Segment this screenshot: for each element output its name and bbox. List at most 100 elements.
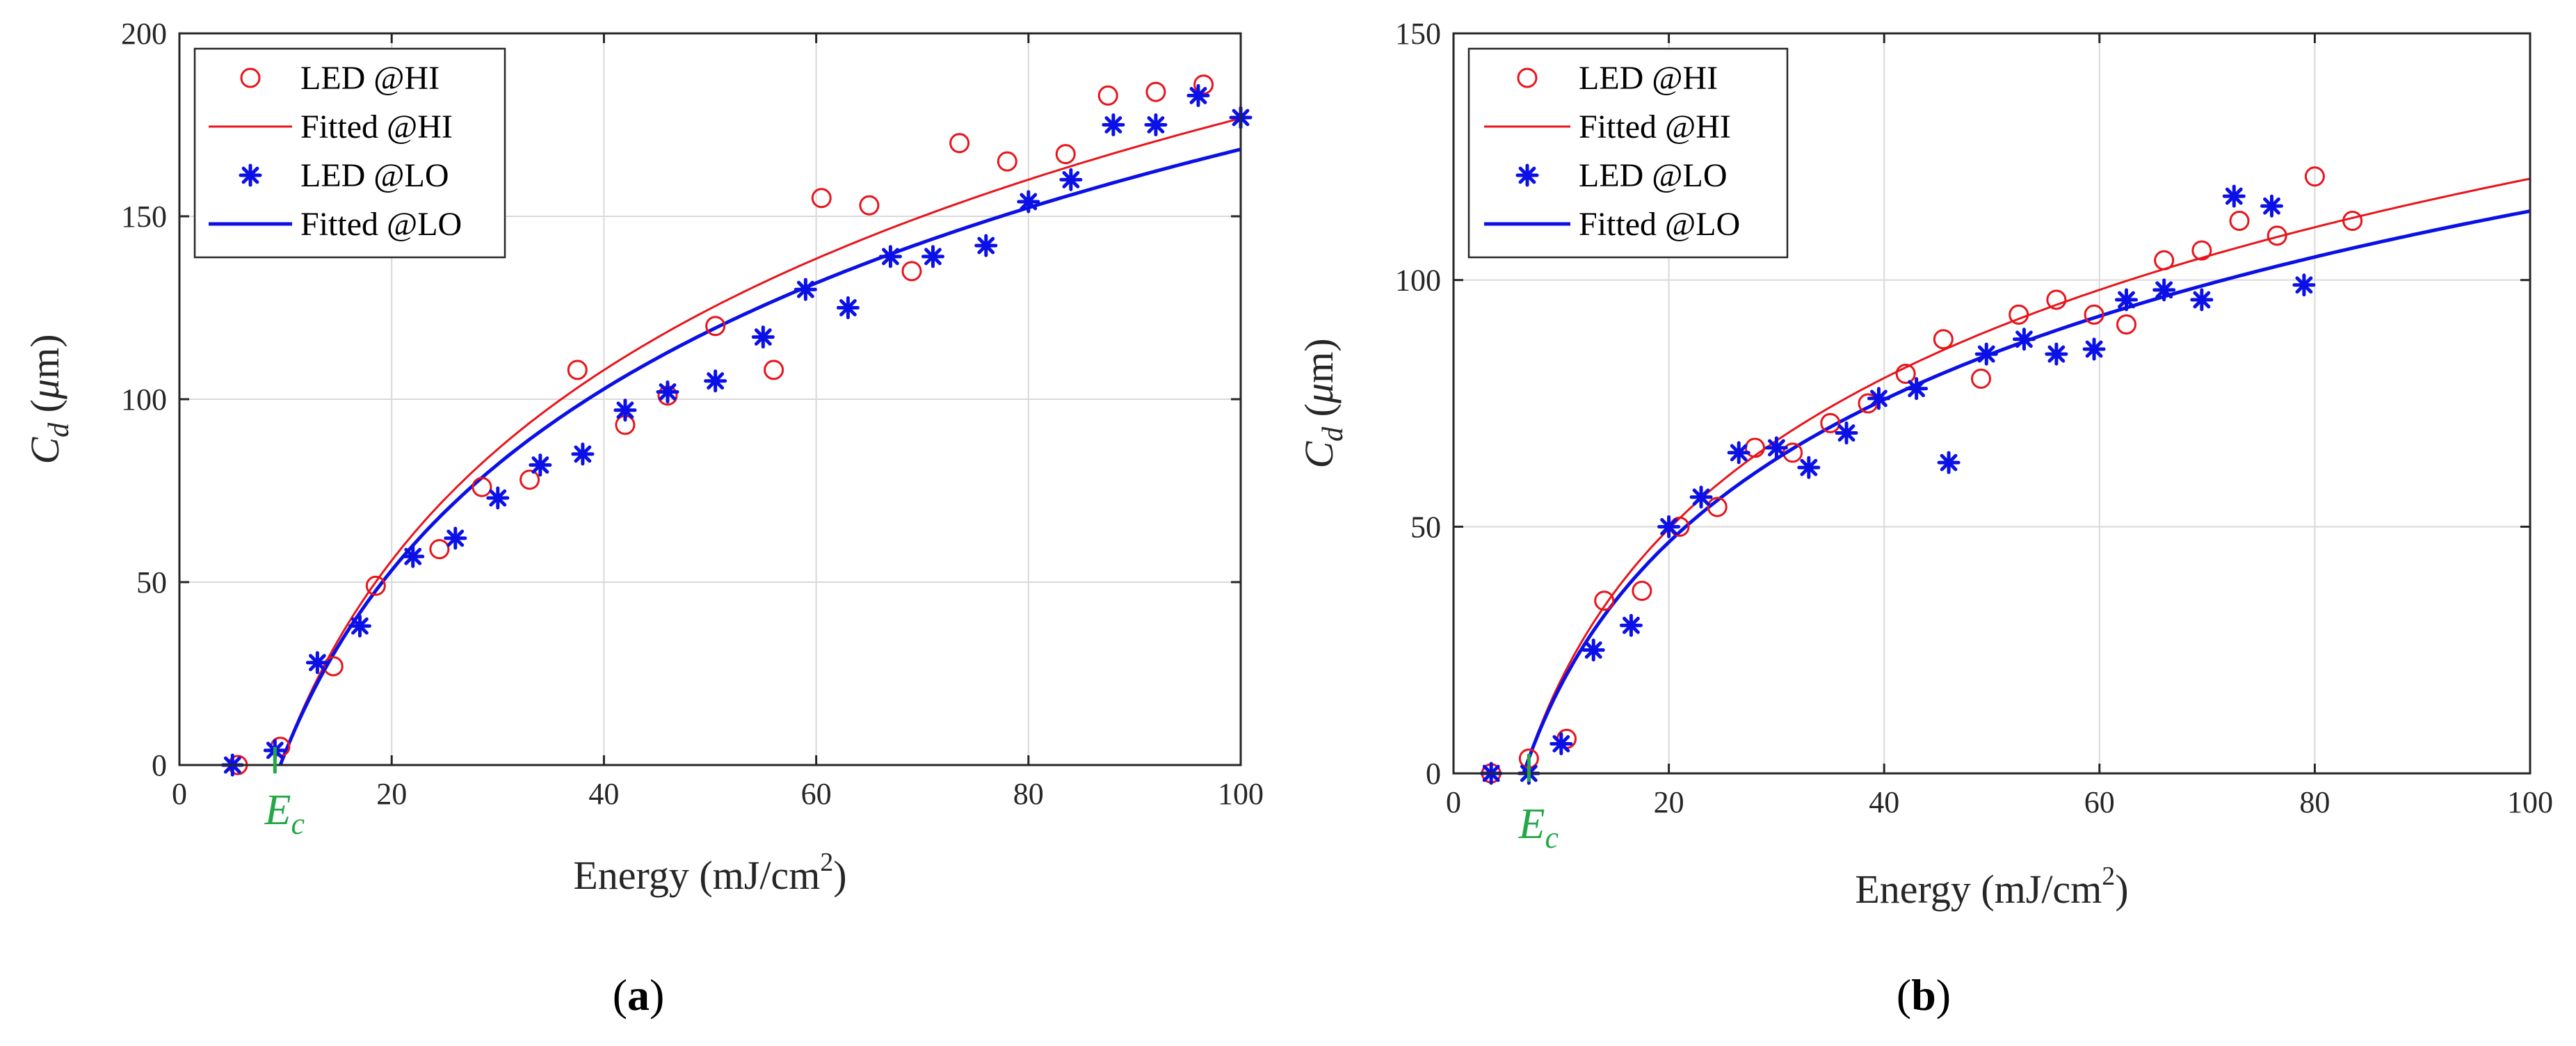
fitted-lo-line — [278, 147, 1241, 766]
led-hi-point — [1933, 329, 1954, 350]
led-hi-point — [429, 539, 450, 560]
y-tick-label: 150 — [121, 200, 167, 234]
led-hi-point — [1145, 81, 1166, 102]
y-tick-label: 0 — [1426, 757, 1441, 791]
x-tick-label: 0 — [172, 777, 187, 811]
x-tick-label: 40 — [588, 777, 619, 811]
y-axis-label-b: Cd (μm) — [1296, 338, 1349, 468]
led-lo-point — [1937, 451, 1961, 474]
led-lo-point — [1867, 387, 1890, 410]
led-hi-point — [811, 188, 832, 209]
led-lo-point — [305, 651, 329, 675]
led-hi-point — [949, 133, 970, 154]
led-hi-point — [520, 469, 540, 490]
x-axis-label-a: Energy (mJ/cm2) — [573, 848, 846, 898]
led-lo-point — [1657, 515, 1681, 538]
fitted-lo-line — [1522, 209, 2531, 774]
led-hi-point — [1707, 497, 1728, 517]
legend-marker-lo-b — [1515, 163, 1539, 187]
led-hi-point — [859, 195, 880, 216]
led-lo-point — [704, 369, 727, 393]
legend-label-hi-b: LED @HI — [1579, 60, 1718, 97]
y-tick-label: 200 — [121, 17, 167, 51]
led-hi-point — [1193, 74, 1214, 95]
led-lo-point — [2012, 328, 2036, 351]
chart-a: 0 20 40 60 80 100 0 50 100 150 200 Ec LED @HI Fitt… — [22, 17, 1264, 1020]
led-lo-point — [486, 486, 510, 510]
led-hi-point — [567, 360, 588, 380]
tick-labels-a: 0 20 40 60 80 100 0 50 100 150 200 — [121, 17, 1264, 811]
ec-label-a: Ec — [264, 787, 305, 841]
led-hi-point — [2046, 289, 2067, 310]
legend-label-fit-hi-b: Fitted @HI — [1579, 108, 1731, 145]
led-hi-point — [2084, 304, 2104, 325]
led-hi-point — [1632, 581, 1652, 602]
data-points-a — [220, 74, 1253, 777]
led-lo-point — [1727, 441, 1750, 465]
led-lo-point — [1186, 83, 1210, 107]
led-hi-point — [1820, 412, 1841, 433]
led-lo-point — [571, 442, 595, 466]
fitted-hi-line — [1522, 177, 2531, 774]
legend-label-fit-lo-a: Fitted @LO — [300, 206, 462, 243]
led-lo-point — [1144, 113, 1168, 136]
legend-marker-hi-b — [1517, 67, 1538, 88]
led-lo-point — [2152, 278, 2176, 302]
led-lo-point — [348, 614, 371, 638]
x-tick-label: 60 — [801, 777, 832, 811]
x-tick-label: 40 — [1869, 785, 1899, 819]
led-lo-point — [1017, 190, 1040, 214]
led-lo-point — [794, 277, 817, 301]
led-lo-point — [751, 325, 775, 349]
led-lo-point — [1549, 732, 1573, 755]
led-hi-point — [764, 360, 784, 380]
legend-marker-lo-a — [239, 163, 262, 187]
led-hi-point — [997, 151, 1017, 172]
led-lo-point — [1619, 613, 1643, 637]
x-tick-label: 100 — [2507, 785, 2553, 819]
x-tick-label: 80 — [1013, 777, 1044, 811]
led-lo-point — [1797, 456, 1821, 479]
led-lo-point — [1059, 168, 1083, 191]
legend-asterisk-b — [1515, 163, 1539, 187]
x-tick-label: 20 — [376, 777, 407, 811]
led-lo-point — [974, 234, 998, 257]
led-hi-point — [2154, 250, 2175, 271]
ec-marker-b: Ec — [1518, 754, 1559, 855]
led-hi-point — [2116, 314, 2136, 335]
led-lo-point — [529, 453, 552, 477]
x-tick-label: 0 — [1446, 785, 1461, 819]
led-lo-point — [1974, 342, 1998, 366]
fitted-hi-line — [279, 117, 1241, 766]
led-hi-point — [365, 575, 386, 596]
led-hi-point — [2342, 211, 2363, 232]
legend-a: LED @HI Fitted @HI LED @LO Fitted @LO — [193, 47, 506, 259]
led-hi-point — [1097, 85, 1118, 106]
legend-label-lo-b: LED @LO — [1579, 157, 1728, 194]
legend-marker-hi-a — [240, 67, 261, 88]
led-lo-point — [656, 380, 679, 403]
led-lo-point — [2115, 288, 2138, 312]
led-lo-point — [2222, 184, 2246, 208]
led-lo-point — [1689, 485, 1713, 509]
y-tick-label: 50 — [1410, 510, 1441, 544]
plot-frame-a — [178, 32, 1242, 766]
data-points-b — [1479, 166, 2363, 785]
y-axis-label-a: Cd (μm) — [22, 334, 75, 464]
x-tick-label: 100 — [1218, 777, 1264, 811]
led-lo-point — [2045, 342, 2068, 366]
legend-asterisk-a — [239, 163, 262, 187]
panel-label-b: (b) — [1897, 970, 1951, 1020]
legend-b: LED @HI Fitted @HI LED @LO Fitted @LO — [1467, 47, 1789, 259]
legend-label-fit-lo-b: Fitted @LO — [1579, 206, 1740, 243]
led-hi-point — [705, 316, 726, 337]
led-lo-point — [836, 296, 860, 319]
y-tick-label: 100 — [1395, 264, 1441, 298]
x-axis-label-b: Energy (mJ/cm2) — [1855, 862, 2128, 912]
x-tick-label: 20 — [1654, 785, 1684, 819]
y-tick-label: 50 — [136, 565, 167, 600]
y-tick-label: 150 — [1395, 17, 1441, 51]
ec-label-b: Ec — [1518, 800, 1559, 855]
plot-frame-b — [1452, 32, 2531, 775]
